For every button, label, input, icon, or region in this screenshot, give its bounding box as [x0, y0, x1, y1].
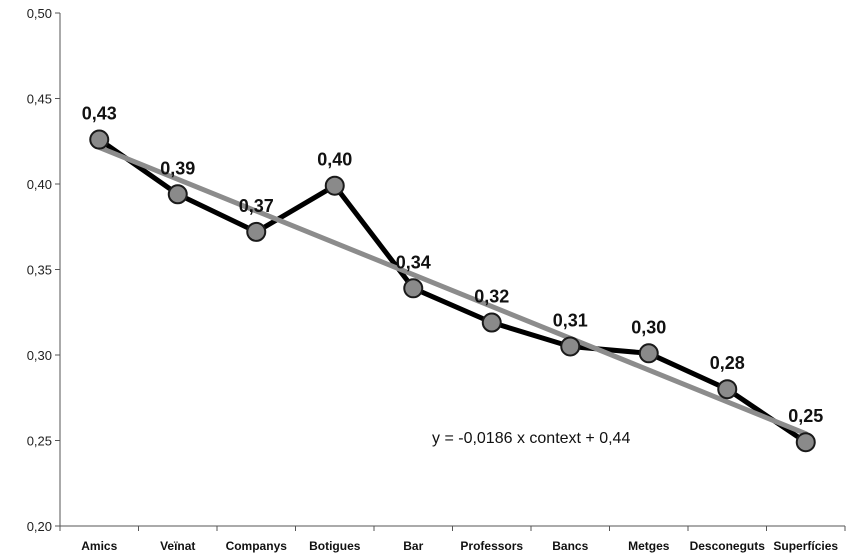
- data-label: 0,31: [553, 310, 588, 330]
- y-axis-ticks: 0,20 0,25 0,30 0,35 0,40 0,45 0,50: [27, 6, 60, 534]
- x-tick-label: Bancs: [552, 539, 588, 553]
- data-label: 0,39: [160, 158, 195, 178]
- data-point: [481, 312, 502, 333]
- x-tick-label: Professors: [460, 539, 523, 553]
- trendline: [96, 144, 809, 437]
- data-point: [717, 379, 738, 400]
- x-tick-label: Companys: [226, 539, 288, 553]
- data-label: 0,40: [317, 150, 352, 170]
- series-line: [96, 137, 809, 445]
- x-tick-label: Veïnat: [160, 539, 195, 553]
- data-label: 0,43: [82, 104, 117, 124]
- data-point: [795, 432, 816, 453]
- x-tick-label: Bar: [403, 539, 423, 553]
- data-label: 0,30: [631, 317, 666, 337]
- x-tick-label: Superfícies: [773, 539, 838, 553]
- data-point: [246, 221, 267, 242]
- x-tick-label: Amics: [81, 539, 117, 553]
- data-point: [638, 343, 659, 364]
- data-point: [324, 175, 345, 196]
- data-label: 0,28: [710, 353, 745, 373]
- data-point: [89, 129, 110, 150]
- y-tick-label: 0,30: [27, 348, 52, 363]
- data-point: [403, 278, 424, 299]
- data-label: 0,34: [396, 252, 431, 272]
- data-label: 0,25: [788, 406, 823, 426]
- y-tick-label: 0,45: [27, 92, 52, 107]
- y-tick-label: 0,25: [27, 434, 52, 449]
- data-label: 0,37: [239, 196, 274, 216]
- x-tick-label: Botigues: [309, 539, 361, 553]
- data-label: 0,32: [474, 287, 509, 307]
- trendline-equation: y = -0,0186 x context + 0,44: [432, 430, 630, 447]
- y-tick-label: 0,50: [27, 6, 52, 21]
- data-label-layer: 0,43 0,39 0,37 0,40 0,34 0,32 0,31 0,30 0,28 0,25: [82, 104, 824, 427]
- y-tick-label: 0,20: [27, 519, 52, 534]
- y-tick-label: 0,35: [27, 263, 52, 278]
- data-point: [560, 336, 581, 357]
- trendline-layer: [96, 144, 809, 437]
- x-axis-ticks: Amics Veïnat Companys Botigues Bar Professors…: [59, 526, 846, 553]
- y-tick-label: 0,40: [27, 177, 52, 192]
- marker-layer: [89, 129, 816, 453]
- x-tick-label: Metges: [628, 539, 670, 553]
- chart-axes: [59, 13, 845, 527]
- data-point: [167, 184, 188, 205]
- series-layer: [96, 137, 809, 445]
- x-tick-label: Desconeguts: [690, 539, 766, 553]
